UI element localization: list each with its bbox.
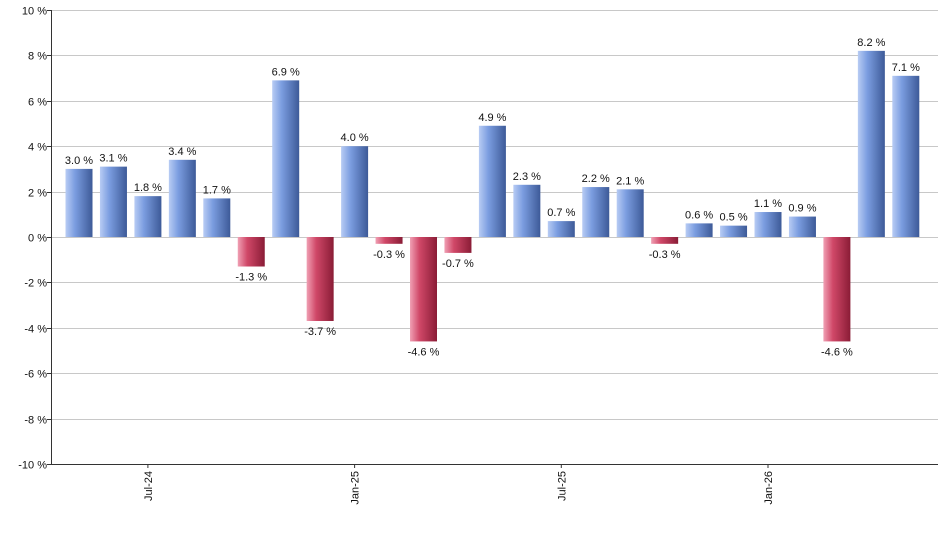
bar-value-label: 4.0 % — [341, 132, 369, 144]
bar-negative — [375, 237, 403, 244]
bar-value-label: 1.1 % — [754, 198, 782, 210]
y-tick-label: 8 % — [28, 51, 47, 63]
bar-value-label: -3.7 % — [304, 326, 336, 338]
bar-value-label: 0.6 % — [685, 209, 713, 221]
bar-positive — [720, 225, 748, 237]
bar-value-label: -4.6 % — [821, 346, 853, 358]
bar-positive — [685, 223, 713, 237]
y-tick-label: -4 % — [24, 324, 47, 336]
y-tick-label: -10 % — [18, 460, 47, 472]
bar-negative — [651, 237, 679, 244]
bar-positive — [616, 189, 644, 237]
bar-value-label: 7.1 % — [892, 62, 920, 74]
bar-value-label: -4.6 % — [408, 346, 440, 358]
gridlines — [51, 10, 938, 465]
bar-value-label: 2.1 % — [616, 175, 644, 187]
bar-value-label: 8.2 % — [857, 37, 885, 49]
y-tick-label: 6 % — [28, 97, 47, 109]
bar-positive — [857, 50, 885, 237]
bar-value-label: 1.8 % — [134, 182, 162, 194]
y-tick-label: 0 % — [28, 233, 47, 245]
axes: -10 % -8 % -6 % -4 % -2 % 0 % 2 % 4 % 6 % 8 % 10 %… — [18, 6, 938, 505]
bars — [65, 50, 920, 342]
bar-negative — [823, 237, 851, 342]
bar-value-label: 3.1 % — [99, 153, 127, 165]
bar-positive — [582, 187, 610, 237]
bar-negative — [410, 237, 437, 342]
bar-positive — [134, 196, 162, 237]
bar-value-label: 3.0 % — [65, 155, 93, 167]
bar-value-label: 0.9 % — [788, 203, 816, 215]
x-tick-label: Jul-25 — [556, 471, 568, 501]
bar-positive — [203, 198, 231, 237]
x-tick-label: Jan-26 — [763, 471, 775, 505]
bar-positive — [513, 184, 541, 237]
bar-value-label: 0.5 % — [719, 212, 747, 224]
bar-value-label: -0.3 % — [373, 249, 405, 261]
y-tick-label: -6 % — [24, 369, 47, 381]
bar-positive — [478, 125, 506, 237]
bar-value-label: 6.9 % — [272, 66, 300, 78]
bar-value-label: 3.4 % — [168, 146, 196, 158]
bar-negative — [237, 237, 265, 267]
y-tick-label: -2 % — [24, 278, 47, 290]
bar-value-label: 2.3 % — [513, 171, 541, 183]
bar-positive — [547, 221, 575, 237]
data-labels: 3.0 % 3.1 % 1.8 % 3.4 % 1.7 % -1.3 % 6.9 % -3.7… — [65, 37, 920, 359]
bar-positive — [788, 216, 816, 237]
bar-value-label: 1.7 % — [203, 184, 231, 196]
bar-positive — [65, 168, 93, 237]
bar-value-label: -0.7 % — [442, 258, 474, 270]
bar-positive — [341, 146, 369, 237]
y-tick-label: 4 % — [28, 142, 47, 154]
y-tick-label: 10 % — [22, 6, 47, 18]
bar-value-label: -0.3 % — [649, 249, 681, 261]
y-tick-label: 2 % — [28, 188, 47, 200]
bar-value-label: -1.3 % — [235, 272, 267, 284]
y-tick-label: -8 % — [24, 415, 47, 427]
x-tick-label: Jan-25 — [350, 471, 362, 505]
bar-negative — [444, 237, 472, 253]
x-tick-label: Jul-24 — [143, 471, 155, 501]
bar-positive — [754, 212, 782, 237]
bar-negative — [306, 237, 334, 321]
bar-value-label: 0.7 % — [547, 207, 575, 219]
bar-positive — [892, 75, 920, 237]
bar-positive — [99, 166, 127, 237]
bar-value-label: 4.9 % — [478, 112, 506, 124]
bar-positive — [168, 159, 196, 237]
bar-positive — [272, 80, 300, 238]
bar-value-label: 2.2 % — [582, 173, 610, 185]
